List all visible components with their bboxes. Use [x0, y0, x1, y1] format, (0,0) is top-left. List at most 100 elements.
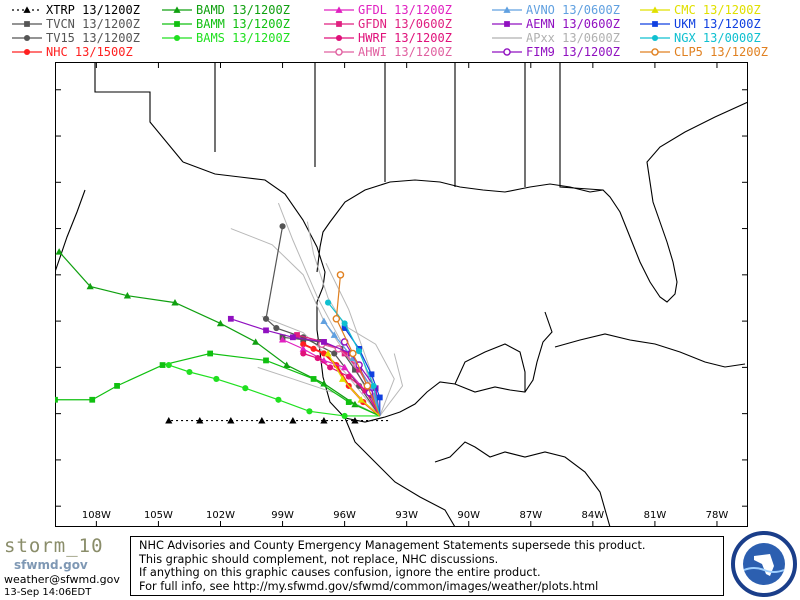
legend-label: NGX 13/0000Z: [674, 31, 761, 45]
lon-label: 81W: [644, 510, 667, 521]
legend-label: TVCN 13/1200Z: [46, 17, 140, 31]
legend-swatch-ahwi: [324, 48, 354, 56]
legend-label: CLP5 13/1200Z: [674, 45, 768, 59]
legend-swatch-gfdl: [324, 6, 354, 13]
legend-label: CMC 13/1200Z: [674, 3, 761, 17]
track-point-bamm: [89, 396, 96, 403]
model-legend: XTRP 13/1200Z TVCN 13/1200Z TV15 13/1200Z N…: [0, 0, 800, 59]
track-cmc: [327, 353, 381, 417]
axis-labels: 34N32N30N28N26N24N22N20N18N16N108W105W10…: [55, 62, 748, 527]
track-point-cmc: [324, 349, 332, 357]
apxx-track: [379, 353, 404, 417]
track-point-hwrf: [314, 355, 321, 362]
legend-label: GFDL 13/1200Z: [358, 3, 452, 17]
lon-label: 99W: [271, 510, 294, 521]
apxx-track: [257, 366, 381, 417]
legend-swatch-gfdn: [324, 21, 354, 27]
track-point-hwrf: [345, 373, 352, 380]
track-point-bamd: [86, 282, 94, 290]
legend-marker-hwrf: [335, 34, 343, 42]
track-point-bamm: [55, 396, 58, 403]
track-point-gfdl: [341, 363, 349, 371]
legend-marker-avno: [503, 6, 511, 13]
track-point-bams: [341, 412, 348, 420]
legend-label: AVNO 13/0600Z: [526, 3, 620, 17]
legend-marker-bamd: [173, 6, 181, 13]
legend-marker-xtrp: [23, 6, 31, 13]
legend-swatch-clp5: [640, 48, 670, 56]
legend-label: AEMN 13/0600Z: [526, 17, 620, 31]
track-point-clp5: [332, 315, 341, 323]
track-point-tv15: [273, 324, 280, 332]
disclaimer-line[interactable]: For full info, see http://my.sfwmd.gov/s…: [139, 579, 599, 593]
contact-email[interactable]: weather@sfwmd.gov: [4, 573, 120, 586]
legend-marker-cmc: [651, 6, 659, 13]
legend-label: AHWI 13/1200Z: [358, 45, 452, 59]
yucatan: [454, 343, 526, 392]
track-point-clp5: [336, 271, 345, 279]
timestamp: 13-Sep 14:06EDT: [4, 587, 92, 598]
track-point-tv15: [262, 315, 270, 322]
legend-swatch-bamd: [162, 6, 192, 13]
disclaimer-box: NHC Advisories and County Emergency Mana…: [130, 536, 724, 596]
track-point-xtrp: [196, 416, 204, 424]
legend-swatch-nhc: [12, 48, 42, 56]
legend-marker-clp5: [651, 48, 659, 56]
legend-marker-gfdl: [335, 6, 343, 13]
track-point-bams: [165, 361, 172, 369]
storm-name: storm_10: [4, 535, 104, 557]
model-tracks: [55, 202, 404, 424]
track-point-hwrf: [300, 350, 307, 357]
track-point-tv15: [331, 350, 338, 357]
legend-swatch-bamm: [162, 21, 192, 27]
track-point-nhc: [310, 345, 317, 352]
track-point-xtrp: [289, 416, 297, 424]
track-point-ngx: [341, 320, 348, 327]
track-point-ngx: [325, 299, 332, 306]
legend-swatch-apxx: [492, 37, 522, 39]
legend-marker-ukm: [652, 21, 658, 27]
track-point-xtrp: [227, 416, 235, 424]
track-point-ngx: [356, 348, 363, 355]
track-point-avno: [330, 331, 338, 338]
coastlines: [55, 62, 748, 527]
track-point-bamm: [159, 362, 166, 368]
legend-label: HWRF 13/1200Z: [358, 31, 452, 45]
track-point-xtrp: [320, 416, 328, 424]
legend-marker-gfdn: [336, 21, 342, 27]
us-gulf-coast: [316, 101, 748, 303]
legend-swatch-aemn: [492, 21, 522, 27]
track-point-clp5: [363, 382, 372, 390]
lon-label: 78W: [706, 510, 729, 521]
legend-marker-bams: [173, 34, 181, 42]
map-frame: [55, 62, 748, 527]
track-point-gfdl: [278, 336, 287, 343]
track-point-ngx: [370, 382, 377, 389]
track-point-bamd: [171, 298, 179, 306]
cuba: [554, 333, 746, 368]
track-point-bamm: [345, 399, 352, 405]
track-point-gfdl: [299, 345, 307, 352]
lon-label: 84W: [582, 510, 605, 521]
legend-swatch-bams: [162, 34, 192, 42]
sfwmd-logo-text: sfwmd.gov: [14, 558, 88, 572]
track-point-bamd: [123, 292, 132, 299]
track-point-bamm: [310, 376, 317, 382]
legend-swatch-ukm: [640, 21, 670, 27]
sfwmd-seal-icon: [731, 531, 797, 597]
legend-swatch-cmc: [640, 6, 670, 13]
track-map: 34N32N30N28N26N24N22N20N18N16N108W105W10…: [55, 62, 748, 527]
track-point-aemn: [227, 315, 234, 322]
legend-label: BAMS 13/1200Z: [196, 31, 290, 45]
legend-marker-tvcn: [24, 21, 30, 27]
track-point-bamm: [207, 350, 214, 357]
track-point-hwrf: [327, 364, 334, 371]
track-point-bamd: [55, 248, 63, 255]
legend-label: APxx 13/0600Z: [526, 31, 620, 45]
legend-marker-ngx: [651, 34, 659, 42]
lon-label: 87W: [519, 510, 542, 521]
legend-marker-ahwi: [335, 48, 343, 56]
disclaimer-line: NHC Advisories and County Emergency Mana…: [139, 539, 646, 552]
track-point-bams: [186, 368, 193, 376]
track-point-xtrp: [258, 416, 266, 424]
